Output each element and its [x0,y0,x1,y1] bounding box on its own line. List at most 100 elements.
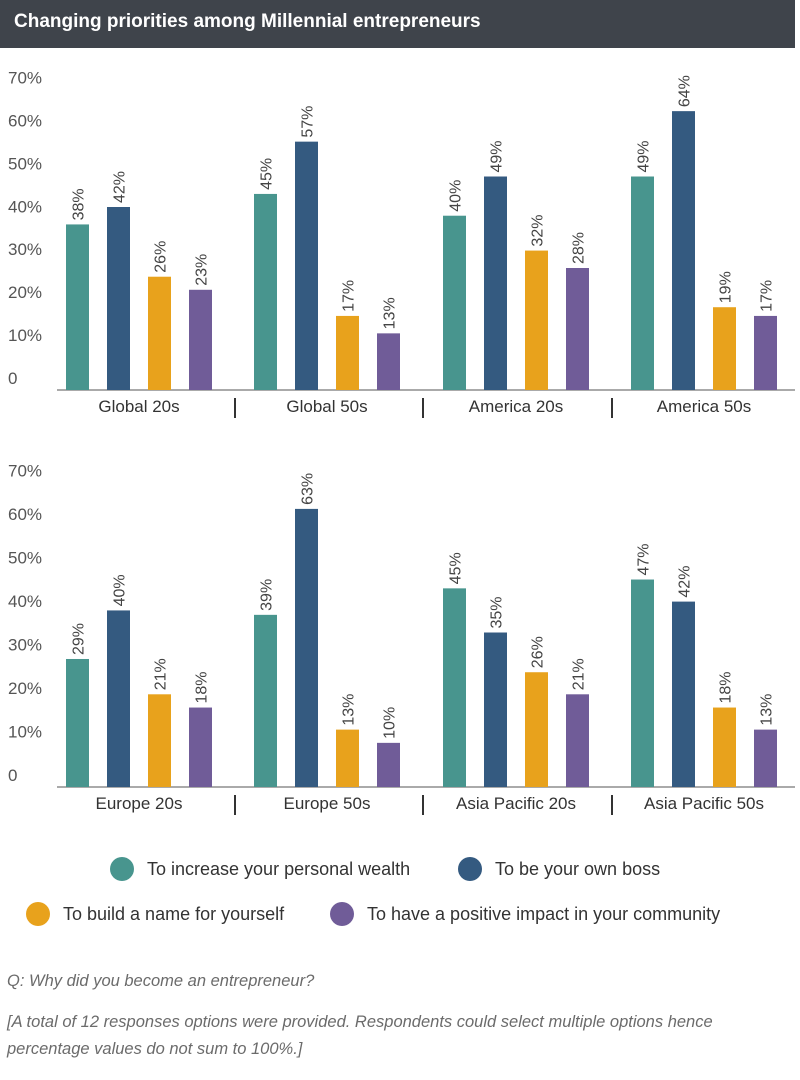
category-label: Global 20s [98,397,179,416]
bar [254,614,277,787]
bar [713,307,736,390]
bar [484,176,507,390]
bar-value-label: 40% [448,180,465,212]
y-tick-label: 0 [8,766,17,785]
y-tick-label: 30% [8,636,42,655]
survey-question: Q: Why did you become an entrepreneur? [7,972,315,990]
footnote-line-2: percentage values do not sum to 100%.] [7,1040,303,1058]
bar-value-label: 64% [677,75,694,107]
bar-charts: 0 10% 20% 30% 40% 50% 60% 70% 38% 42% 26% 23% Global… [8,69,795,815]
bar-value-label: 23% [194,254,211,286]
legend-swatch-impact [330,902,354,926]
bar [148,276,171,390]
category-label: America 50s [657,397,751,416]
bar [254,193,277,390]
legend-swatch-name [26,902,50,926]
bar-value-label: 13% [759,694,776,726]
bar [336,315,359,390]
bar [566,694,589,787]
bar [672,111,695,391]
bar [672,601,695,787]
bar-value-label: 40% [112,574,129,606]
bar-value-label: 47% [636,543,653,575]
y-tick-label: 60% [8,111,42,130]
bar-value-label: 19% [718,271,735,303]
category-label: Global 50s [286,397,367,416]
bar-value-label: 17% [341,280,358,312]
y-tick-label: 30% [8,240,42,259]
bar [631,579,654,787]
bar-value-label: 38% [71,188,88,220]
bar-value-label: 18% [194,672,211,704]
y-tick-label: 20% [8,283,42,302]
y-tick-label: 40% [8,197,42,216]
legend-label: To increase your personal wealth [147,859,411,879]
y-tick-label: 10% [8,326,42,345]
y-tick-label: 50% [8,549,42,568]
bar [566,268,589,390]
bar [189,289,212,390]
bar [66,658,89,787]
bar-value-label: 13% [382,297,399,329]
bar [189,707,212,787]
bar [525,250,548,390]
bar [443,588,466,787]
bar-value-label: 17% [759,280,776,312]
y-tick-label: 50% [8,154,42,173]
bar [484,632,507,787]
bar-value-label: 21% [571,658,588,690]
bar-value-label: 29% [71,623,88,655]
legend-label: To build a name for yourself [63,904,285,924]
category-label: America 20s [469,397,563,416]
bar [295,141,318,390]
y-tick-label: 10% [8,723,42,742]
footnote-line-1: [A total of 12 responses options were pr… [7,1013,713,1031]
bar-value-label: 42% [112,171,129,203]
bar-value-label: 49% [489,140,506,172]
bar-value-label: 49% [636,140,653,172]
chart-title-bar: Changing priorities among Millennial ent… [0,0,795,48]
y-tick-label: 60% [8,505,42,524]
category-label: Asia Pacific 50s [644,794,764,813]
legend-swatch-boss [458,857,482,881]
bar-value-label: 35% [489,596,506,628]
bar-value-label: 45% [448,552,465,584]
bar [336,729,359,787]
bar [66,224,89,390]
category-label: Asia Pacific 20s [456,794,576,813]
bar-value-label: 57% [300,106,317,138]
bar [754,729,777,787]
category-label: Europe 50s [284,794,371,813]
bar [107,207,130,390]
bar [107,610,130,787]
bar-value-label: 45% [259,158,276,190]
bar [377,742,400,787]
legend-swatch-wealth [110,857,134,881]
bar-value-label: 28% [571,232,588,264]
category-label: Europe 20s [96,794,183,813]
bar-value-label: 26% [153,241,170,273]
bar [377,333,400,390]
y-tick-label: 40% [8,592,42,611]
legend-label: To have a positive impact in your commun… [367,904,721,924]
y-tick-label: 0 [8,369,17,388]
bar-value-label: 42% [677,566,694,598]
legend-label: To be your own boss [495,859,661,879]
bar-value-label: 39% [259,579,276,611]
chart-title: Changing priorities among Millennial ent… [14,11,481,32]
bar [443,215,466,390]
bar [713,707,736,787]
y-tick-label: 20% [8,679,42,698]
bar [295,508,318,787]
bar [631,176,654,390]
bar-value-label: 26% [530,636,547,668]
y-tick-label: 70% [8,462,42,481]
bar-value-label: 21% [153,658,170,690]
bar [148,694,171,787]
bar-value-label: 10% [382,707,399,739]
bar-value-label: 32% [530,215,547,247]
bar [754,315,777,390]
bar-value-label: 63% [300,473,317,505]
bar-value-label: 18% [718,672,735,704]
bar [525,672,548,787]
